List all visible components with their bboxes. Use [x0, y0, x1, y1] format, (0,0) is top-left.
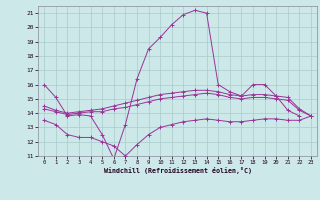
X-axis label: Windchill (Refroidissement éolien,°C): Windchill (Refroidissement éolien,°C) — [104, 167, 252, 174]
